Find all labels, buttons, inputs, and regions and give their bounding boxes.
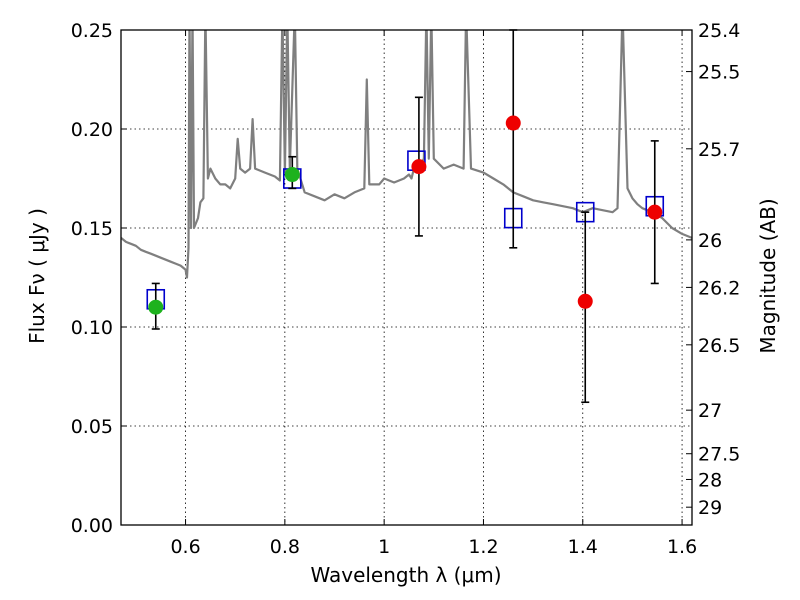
detection-point xyxy=(647,204,663,220)
right-tick-label: 27.5 xyxy=(698,444,740,466)
y-axis-title: Flux Fν ( μJy ) xyxy=(25,208,49,344)
x-tick-label: 1.4 xyxy=(568,536,598,558)
x-axis-title: Wavelength λ (μm) xyxy=(310,563,501,587)
detection-point xyxy=(284,167,300,183)
x-tick-label: 1 xyxy=(378,536,390,558)
tick-labels: 0.6 0.8 1 1.2 1.4 1.6 0.00 0.05 0.10 0.15 0.20 0.25… xyxy=(71,20,741,558)
x-tick-label: 0.6 xyxy=(170,536,200,558)
right-tick-label: 26.2 xyxy=(698,277,740,299)
right-tick-label: 28 xyxy=(698,469,722,491)
spectrum-layer xyxy=(121,30,692,279)
marker-layer xyxy=(146,29,665,404)
y-tick-label: 0.10 xyxy=(71,317,113,339)
right-tick-label: 26.5 xyxy=(698,335,740,357)
right-tick-label: 29 xyxy=(698,497,722,519)
right-tick-label: 25.4 xyxy=(698,20,740,42)
tick-marks xyxy=(121,29,692,526)
x-tick-label: 1.2 xyxy=(468,536,498,558)
detection-point xyxy=(148,299,164,315)
x-tick-label: 0.8 xyxy=(270,536,300,558)
y-tick-label: 0.05 xyxy=(71,416,113,438)
y-tick-label: 0.00 xyxy=(71,515,113,537)
plot-frame xyxy=(120,29,693,526)
y-tick-label: 0.25 xyxy=(71,20,113,42)
detection-point xyxy=(505,115,521,131)
right-tick-label: 27 xyxy=(698,400,722,422)
detection-point xyxy=(411,159,427,175)
y-tick-label: 0.20 xyxy=(71,119,113,141)
right-tick-label: 26 xyxy=(698,230,722,252)
detection-point xyxy=(577,293,593,309)
right-tick-label: 25.5 xyxy=(698,62,740,84)
right-tick-label: 25.7 xyxy=(698,139,740,161)
right-axis-title: Magnitude (AB) xyxy=(756,198,780,353)
y-tick-label: 0.15 xyxy=(71,218,113,240)
x-tick-label: 1.6 xyxy=(667,536,697,558)
spectrum-line xyxy=(121,30,692,279)
